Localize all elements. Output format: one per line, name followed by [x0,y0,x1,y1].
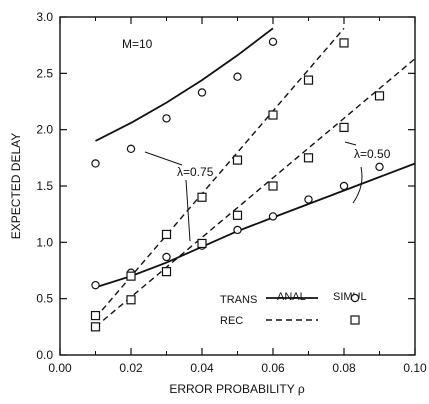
series-line-trans-0 [95,27,274,142]
data-point-circle [375,162,384,172]
data-point-square [303,75,314,85]
y-tick-labels: 0.0 0.5 1.0 1.5 2.0 2.5 3.0 [36,10,53,362]
data-point-square [161,267,172,277]
legend-label-rec: REC [220,315,243,327]
data-point-square [339,38,349,48]
data-point-circle [162,114,171,123]
y-tick-label: 3.0 [36,10,53,24]
data-point-circle [91,280,100,290]
data-point-square [197,238,207,249]
x-axis-title: ERROR PROBABILITY ρ [169,382,304,396]
lambda-050-arrow [352,166,363,204]
data-point-circle [162,252,171,262]
legend-trans-circle-marker [350,293,360,303]
data-point-square [197,192,207,202]
y-tick-label: 2.0 [36,123,53,137]
legend-rec-square-marker [350,315,360,325]
series-line-rec-2 [94,27,345,319]
legend: ANAL SIMUL TRANS REC [220,291,367,327]
data-point-square [90,322,101,332]
x-tick-label: 0.10 [403,361,427,375]
y-tick-label: 1.5 [36,179,53,193]
data-point-circle [197,88,207,97]
legend-label-trans: TRANS [220,294,257,306]
annotations-layer: M=10 λ=0.75 λ=0.50 [122,37,391,242]
lambda-050-leader [344,141,357,146]
data-point-circle [126,144,136,154]
y-tick-label: 0.5 [36,292,53,306]
axis-ticks [59,16,416,356]
data-point-square [268,181,278,191]
data-point-square [232,155,243,165]
annotation-lambda-050: λ=0.50 [354,147,391,161]
data-point-circle [339,181,349,191]
legend-header-simul: SIMUL [333,291,367,303]
x-tick-label: 0.00 [48,361,72,375]
data-point-square [126,295,136,305]
data-point-circle [268,212,278,221]
data-point-square [232,210,243,220]
data-point-circle [233,225,242,235]
data-point-square [374,91,385,101]
data-point-square [303,153,314,163]
data-point-circle [233,72,242,81]
y-tick-label: 0.0 [36,348,53,362]
x-tick-labels: 0.00 0.02 0.04 0.06 0.08 0.10 [48,361,427,375]
x-tick-label: 0.06 [261,361,285,375]
y-tick-label: 1.0 [36,235,53,249]
data-point-square [339,122,349,133]
x-tick-label: 0.04 [190,361,214,375]
x-tick-label: 0.08 [332,361,356,375]
data-point-circle [91,159,100,168]
data-point-square [161,229,172,240]
series-line-rec-3 [95,58,416,328]
lambda-075-leader-to-lower [185,179,191,242]
data-point-square [126,271,136,281]
data-point-circle [268,37,278,46]
lambda-075-leader-to-upper [144,151,183,166]
data-point-square [90,310,101,321]
x-tick-label: 0.02 [119,361,143,375]
annotation-m-label: M=10 [122,37,153,51]
y-tick-label: 2.5 [36,66,53,80]
data-point-circle [304,195,313,204]
series-line-trans-1 [95,162,416,289]
series-layer [90,27,416,332]
y-axis-title: EXPECTED DELAY [9,133,23,239]
legend-header-anal: ANAL [277,291,306,303]
annotation-lambda-075: λ=0.75 [177,165,214,179]
data-point-square [268,110,278,120]
